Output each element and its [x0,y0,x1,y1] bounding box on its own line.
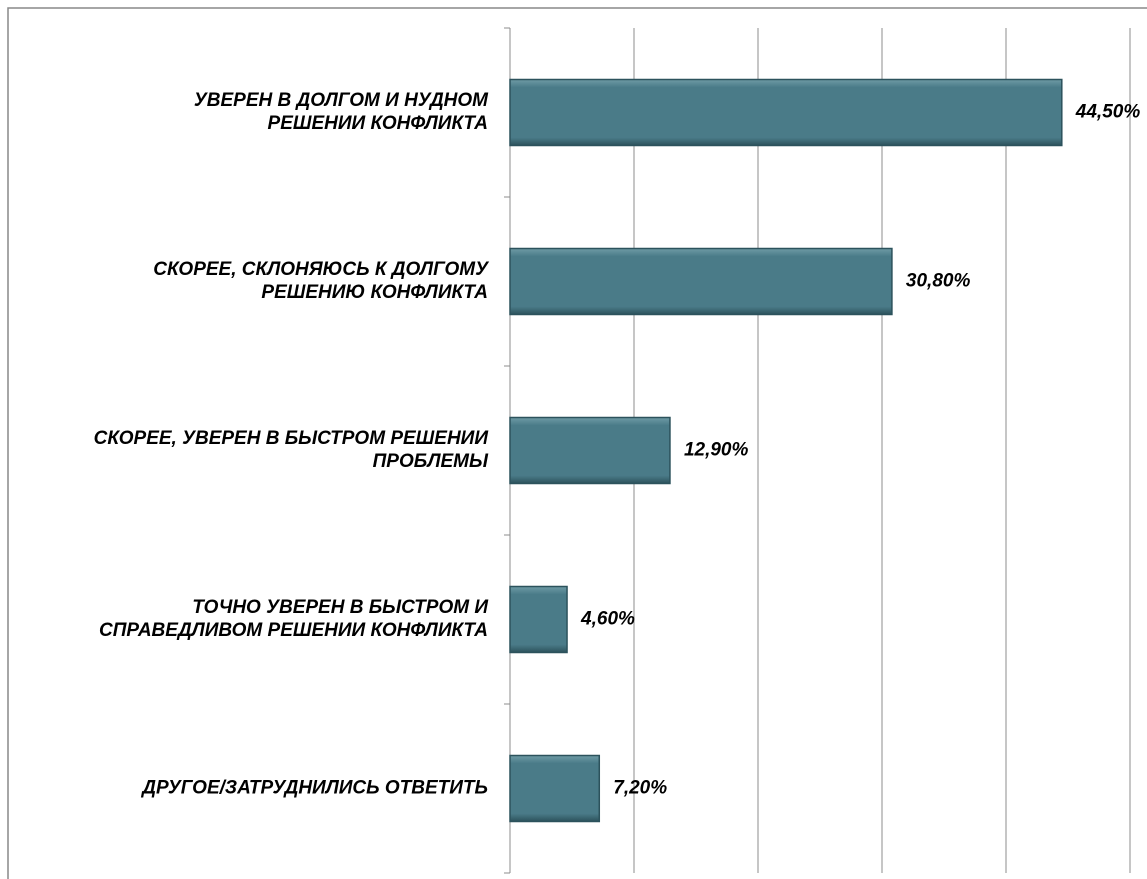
bar [509,78,1063,147]
bar [509,585,568,654]
category-label: СКОРЕЕ, СКЛОНЯЮСЬ К ДОЛГОМУ РЕШЕНИЮ КОНФЛ… [153,259,490,303]
value-label: 12,90% [684,440,749,461]
category-label: ТОЧНО УВЕРЕН В БЫСТРОМ И СПРАВЕДЛИВОМ РЕШ… [99,597,488,641]
bar [509,247,893,316]
category-label: УВЕРЕН В ДОЛГОМ И НУДНОМ РЕШЕНИИ КОНФЛИКТ… [194,90,489,134]
bar [509,416,671,485]
category-label: СКОРЕЕ, УВЕРЕН В БЫСТРОМ РЕШЕНИИ ПРОБЛЕМЫ [94,428,489,472]
value-label: 4,60% [580,609,635,630]
frame [7,7,1147,879]
bar [509,754,601,823]
category-label: ДРУГОЕ/ЗАТРУДНИЛИСЬ ОТВЕТИТЬ [140,778,488,799]
value-label: 44,50% [1075,102,1141,123]
value-label: 30,80% [906,271,971,292]
value-label: 7,20% [613,778,667,799]
